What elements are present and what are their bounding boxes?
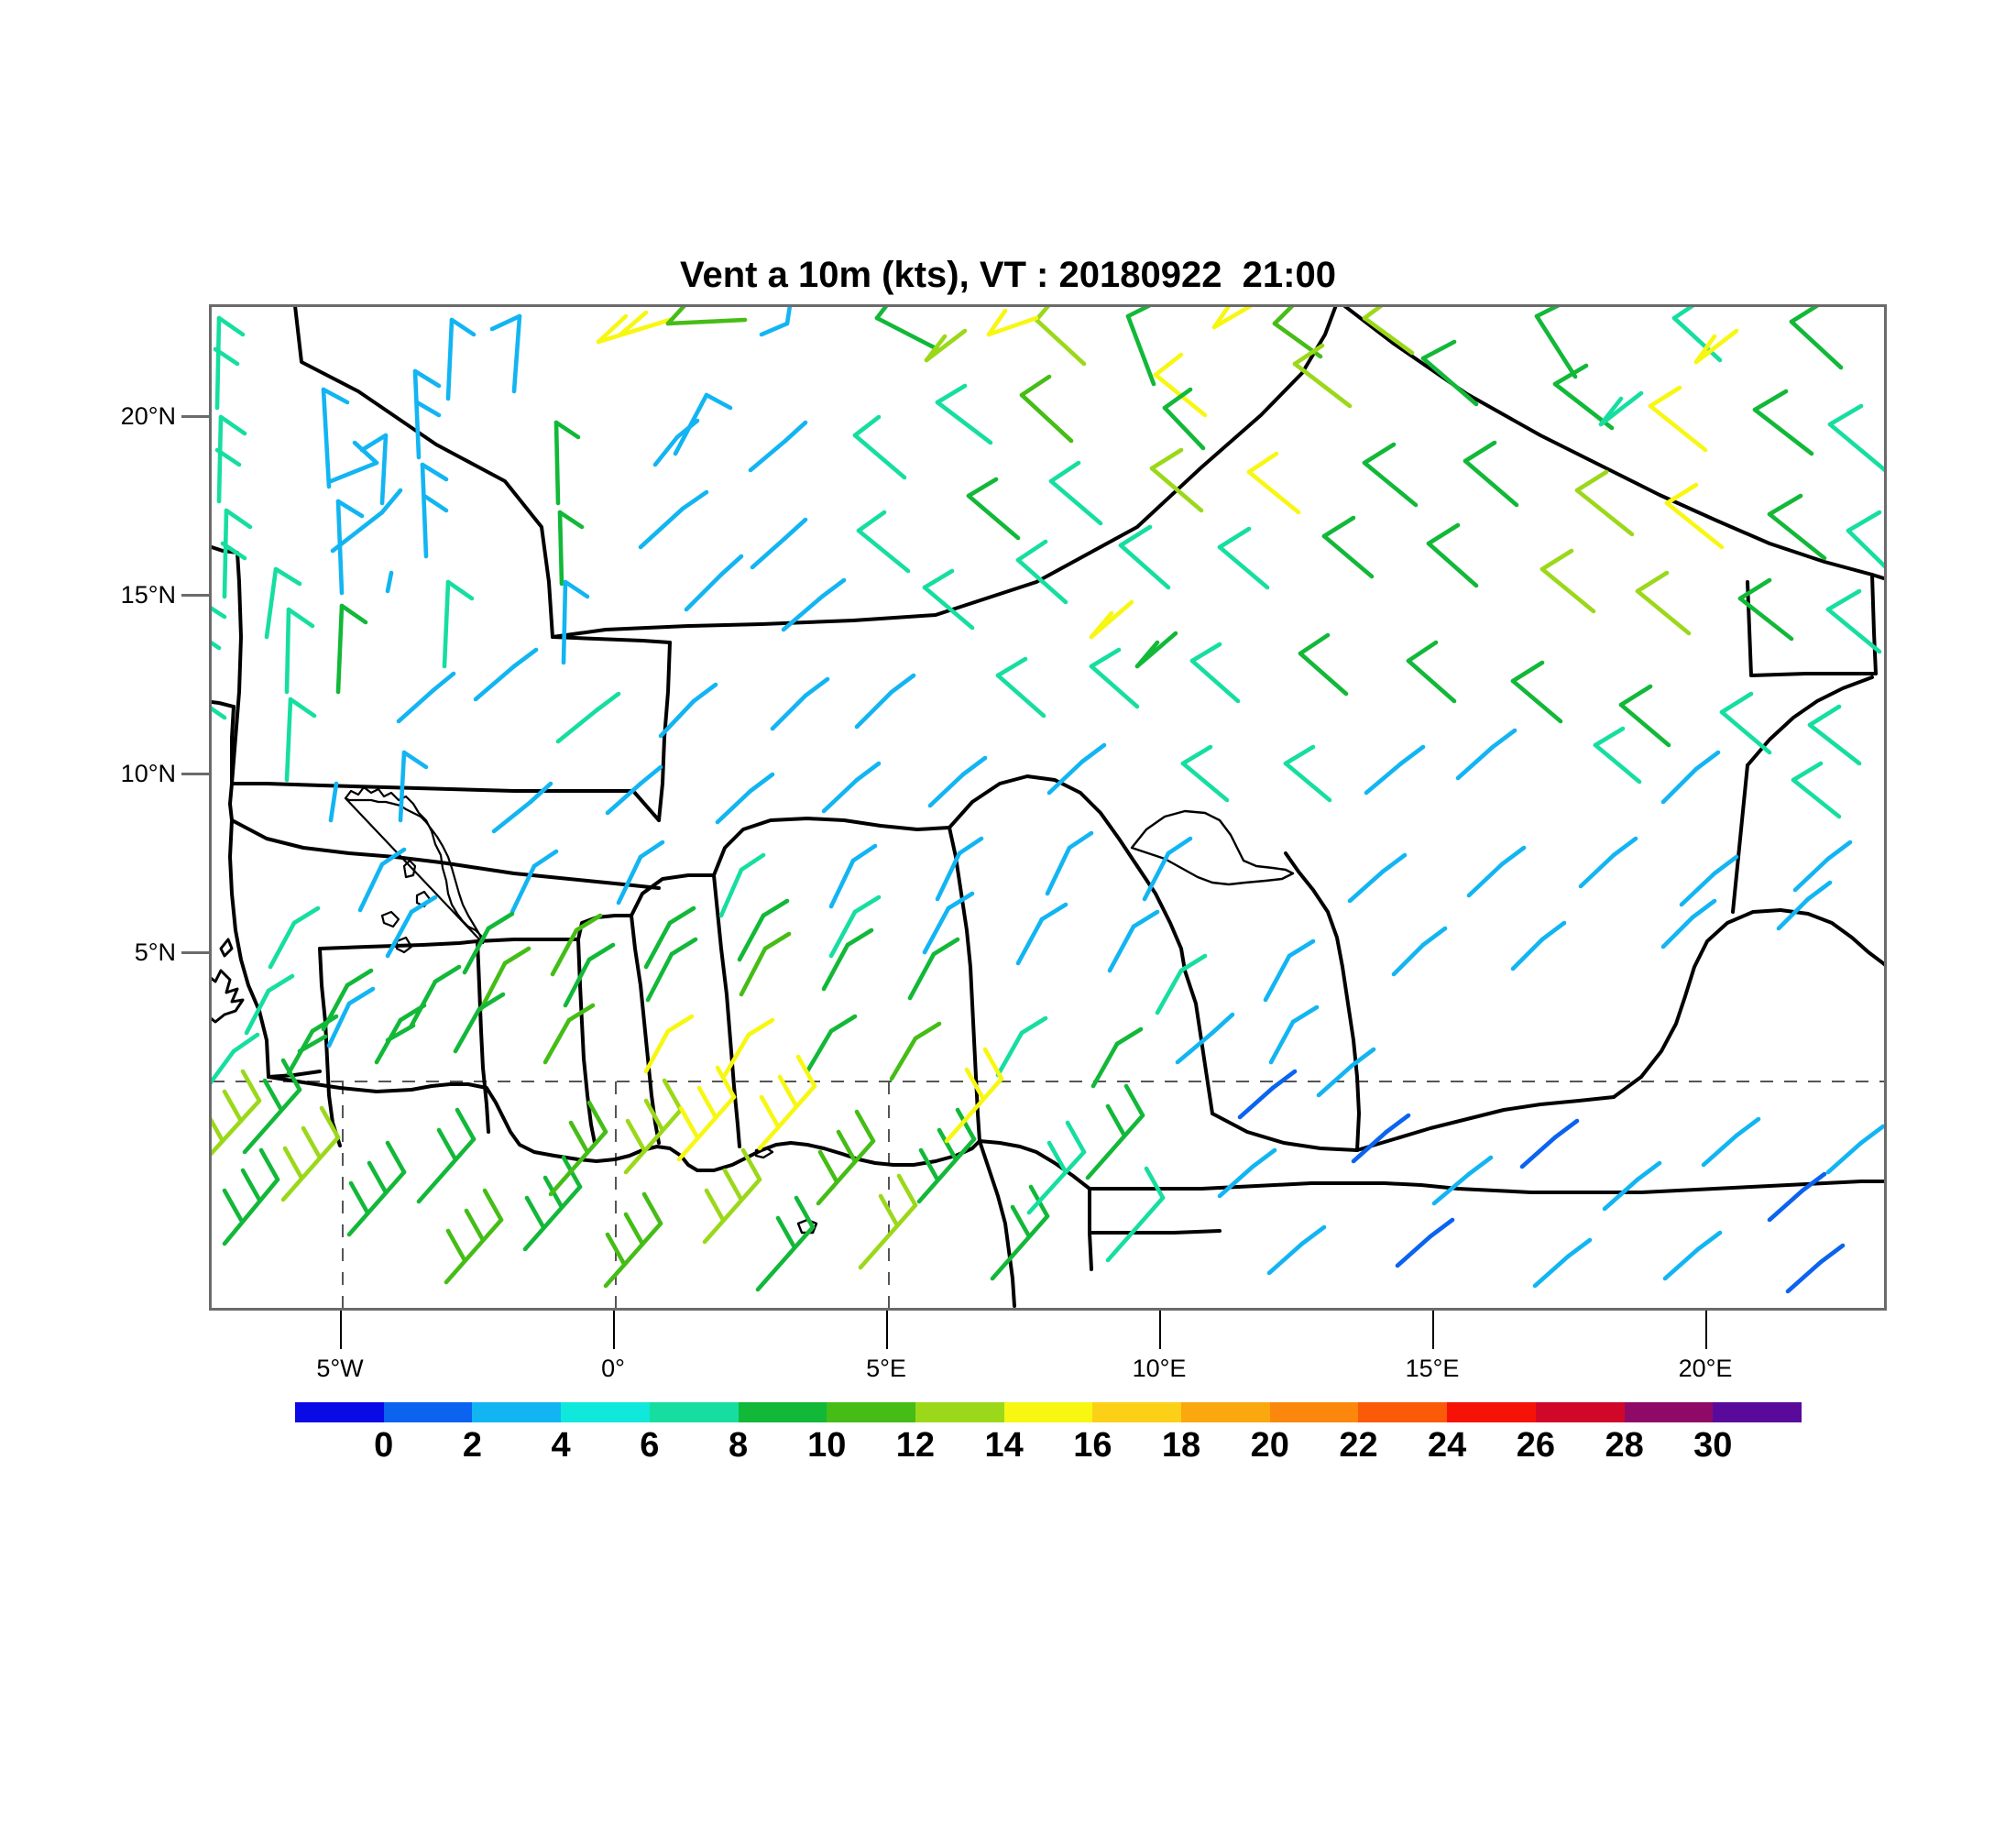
colorbar-segment-11 (1269, 1402, 1359, 1422)
colorbar-segment-6 (827, 1402, 915, 1422)
colorbar-tick-4: 4 (551, 1426, 571, 1465)
map-plot-area (209, 304, 1887, 1311)
colorbar-segment-5 (738, 1402, 827, 1422)
y-tick-mark-20n (181, 415, 209, 418)
y-tick-label-10n: 10°N (120, 760, 176, 787)
colorbar-tick-14: 14 (984, 1426, 1024, 1465)
colorbar-segment-10 (1181, 1402, 1270, 1422)
colorbar-tick-8: 8 (728, 1426, 749, 1465)
y-tick-mark-10n (181, 773, 209, 775)
y-tick-mark-15n (181, 594, 209, 597)
colorbar-tick-labels: 0 2 4 6 8 10 12 14 16 18 20 22 24 26 28 30 (295, 1426, 1802, 1468)
x-tick-label-15e: 15°E (1405, 1355, 1460, 1382)
colorbar-tick-2: 2 (462, 1426, 482, 1465)
colorbar-segment-9 (1092, 1402, 1182, 1422)
colorbar-segment-12 (1358, 1402, 1448, 1422)
colorbar-segment-2 (472, 1402, 562, 1422)
x-tick-mark-20e (1705, 1311, 1707, 1349)
colorbar-tick-12: 12 (895, 1426, 936, 1465)
colorbar-tick-24: 24 (1428, 1426, 1467, 1465)
page-title: Vent a 10m (kts), VT : 20180922 21:00 (680, 255, 1336, 295)
colorbar-tick-22: 22 (1339, 1426, 1378, 1465)
colorbar-tick-30: 30 (1693, 1426, 1733, 1465)
colorbar-tick-16: 16 (1073, 1426, 1112, 1465)
colorbar-tick-6: 6 (640, 1426, 660, 1465)
x-tick-mark-10e (1159, 1311, 1161, 1349)
colorbar-segment-16 (1713, 1402, 1802, 1422)
x-tick-mark-15e (1432, 1311, 1434, 1349)
colorbar-tick-18: 18 (1161, 1426, 1201, 1465)
x-tick-label-5w: 5°W (316, 1355, 364, 1382)
y-tick-mark-5n (181, 951, 209, 954)
coastline-and-borders (212, 307, 1884, 1308)
x-tick-label-20e: 20°E (1678, 1355, 1733, 1382)
colorbar-segment-13 (1447, 1402, 1536, 1422)
colorbar-segment-1 (383, 1402, 473, 1422)
x-tick-mark-5w (340, 1311, 342, 1349)
colorbar-tick-0: 0 (374, 1426, 394, 1465)
y-tick-label-15n: 15°N (120, 581, 176, 609)
colorbar-segment-7 (915, 1402, 1004, 1422)
colorbar-segment-14 (1535, 1402, 1625, 1422)
colorbar-tick-28: 28 (1605, 1426, 1644, 1465)
x-tick-label-5e: 5°E (866, 1355, 906, 1382)
x-tick-label-10e: 10°E (1132, 1355, 1187, 1382)
colorbar-tick-10: 10 (807, 1426, 847, 1465)
x-tick-mark-5e (886, 1311, 888, 1349)
colorbar-segment-15 (1624, 1402, 1714, 1422)
colorbar-segment-0 (295, 1402, 384, 1422)
x-tick-label-0: 0° (601, 1355, 625, 1382)
colorbar-segment-3 (561, 1402, 650, 1422)
wind-barb-field (212, 307, 1884, 1294)
x-tick-mark-0 (613, 1311, 615, 1349)
y-tick-label-20n: 20°N (120, 402, 176, 430)
colorbar (295, 1402, 1802, 1422)
colorbar-tick-26: 26 (1516, 1426, 1556, 1465)
colorbar-segment-4 (649, 1402, 739, 1422)
colorbar-segment-8 (1003, 1402, 1093, 1422)
y-tick-label-5n: 5°N (134, 938, 176, 966)
colorbar-tick-20: 20 (1250, 1426, 1289, 1465)
map-canvas (212, 307, 1884, 1308)
